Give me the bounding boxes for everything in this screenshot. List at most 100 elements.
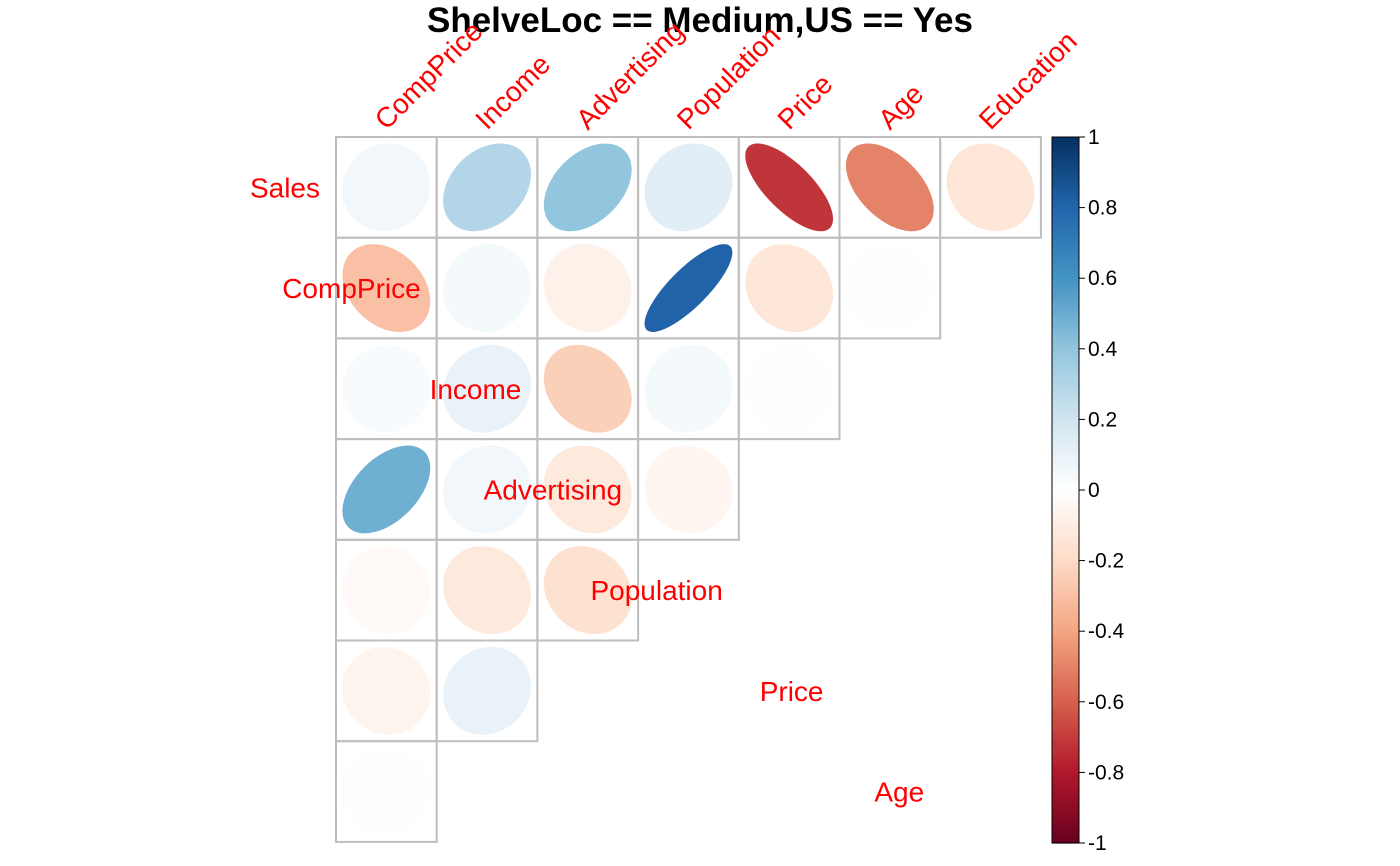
column-label: Income bbox=[469, 48, 556, 135]
colorbar-segment bbox=[1052, 691, 1079, 696]
colorbar-segment bbox=[1052, 352, 1079, 357]
colorbar-segment bbox=[1052, 433, 1079, 438]
colorbar-segment bbox=[1052, 768, 1079, 773]
colorbar-segment bbox=[1052, 631, 1079, 636]
colorbar-segment bbox=[1052, 348, 1079, 353]
colorbar-segment bbox=[1052, 814, 1079, 819]
grid-cell bbox=[435, 639, 539, 743]
correlation-ellipse bbox=[342, 244, 431, 332]
colorbar-segment bbox=[1052, 588, 1079, 593]
colorbar-segment bbox=[1052, 571, 1079, 576]
row-label: Income bbox=[430, 374, 522, 405]
colorbar-segment bbox=[1052, 744, 1079, 749]
colorbar-segment bbox=[1052, 454, 1079, 459]
colorbar-segment bbox=[1052, 221, 1079, 226]
colorbar-segment bbox=[1052, 355, 1079, 360]
colorbar-segment bbox=[1052, 564, 1079, 569]
colorbar-segment bbox=[1052, 733, 1079, 738]
correlation-ellipse bbox=[342, 646, 431, 735]
colorbar-segment bbox=[1052, 211, 1079, 216]
colorbar-segment bbox=[1052, 331, 1079, 336]
colorbar-segment bbox=[1052, 567, 1079, 572]
colorbar-tick-label: 0.2 bbox=[1088, 408, 1117, 431]
colorbar-segment bbox=[1052, 461, 1079, 466]
colorbar-segment bbox=[1052, 518, 1079, 523]
colorbar-segment bbox=[1052, 147, 1079, 152]
colorbar-segment bbox=[1052, 415, 1079, 420]
colorbar-segment bbox=[1052, 578, 1079, 583]
colorbar-segment bbox=[1052, 366, 1079, 371]
colorbar-segment bbox=[1052, 426, 1079, 431]
colorbar-segment bbox=[1052, 458, 1079, 463]
correlation-ellipse bbox=[342, 344, 431, 433]
colorbar-segment bbox=[1052, 235, 1079, 240]
colorbar-segment bbox=[1052, 825, 1079, 830]
colorbar-segment bbox=[1052, 648, 1079, 653]
colorbar-segment bbox=[1052, 775, 1079, 781]
colorbar-segment bbox=[1052, 299, 1079, 304]
colorbar-segment bbox=[1052, 511, 1079, 516]
colorbar-segment bbox=[1052, 172, 1079, 177]
colorbar-segment bbox=[1052, 751, 1079, 756]
colorbar-segment bbox=[1052, 151, 1079, 156]
colorbar-segment bbox=[1052, 557, 1079, 562]
colorbar-segment bbox=[1052, 479, 1079, 484]
colorbar-segment bbox=[1052, 811, 1079, 816]
colorbar-segment bbox=[1052, 670, 1079, 675]
colorbar-segment bbox=[1052, 362, 1079, 368]
row-label: Age bbox=[874, 777, 924, 808]
colorbar-segment bbox=[1052, 786, 1079, 791]
colorbar-segment bbox=[1052, 818, 1079, 823]
colorbar-segment bbox=[1052, 391, 1079, 396]
colorbar-segment bbox=[1052, 267, 1079, 272]
colorbar-segment bbox=[1052, 465, 1079, 470]
colorbar-segment bbox=[1052, 539, 1079, 544]
colorbar-segment bbox=[1052, 165, 1079, 170]
colorbar-segment bbox=[1052, 712, 1079, 717]
colorbar-segment bbox=[1052, 490, 1079, 495]
colorbar-segment bbox=[1052, 754, 1079, 759]
colorbar-segment bbox=[1052, 835, 1079, 841]
colorbar-segment bbox=[1052, 472, 1079, 477]
colorbar-segment bbox=[1052, 585, 1079, 590]
colorbar-segment bbox=[1052, 528, 1079, 533]
colorbar-segment bbox=[1052, 281, 1079, 286]
colorbar-segment bbox=[1052, 680, 1079, 685]
correlation-ellipse bbox=[543, 244, 632, 332]
colorbar-segment bbox=[1052, 821, 1079, 826]
colorbar-segment bbox=[1052, 412, 1079, 417]
colorbar-segment bbox=[1052, 168, 1079, 173]
colorbar-segment bbox=[1052, 553, 1079, 558]
colorbar-segment bbox=[1052, 804, 1079, 809]
grid-cell bbox=[335, 740, 438, 843]
colorbar-segment bbox=[1052, 574, 1079, 579]
column-label: Education bbox=[973, 25, 1083, 135]
row-label: Population bbox=[590, 575, 722, 606]
correlation-ellipse bbox=[443, 244, 531, 332]
colorbar-segment bbox=[1052, 730, 1079, 735]
correlation-ellipse bbox=[342, 143, 431, 232]
colorbar-segment bbox=[1052, 264, 1079, 269]
colorbar-segment bbox=[1052, 246, 1079, 251]
colorbar-segment bbox=[1052, 398, 1079, 403]
colorbar-tick-label: 0 bbox=[1088, 479, 1100, 502]
correlation-ellipse bbox=[342, 445, 431, 534]
row-label: Advertising bbox=[484, 474, 623, 505]
colorbar-segment bbox=[1052, 306, 1079, 311]
colorbar-segment bbox=[1052, 232, 1079, 237]
colorbar-segment bbox=[1052, 451, 1079, 456]
correlation-ellipse bbox=[745, 244, 834, 332]
colorbar-segment bbox=[1052, 422, 1079, 428]
grid-cell bbox=[939, 136, 1042, 239]
colorbar-segment bbox=[1052, 144, 1079, 149]
colorbar-segment bbox=[1052, 765, 1079, 770]
colorbar-segment bbox=[1052, 800, 1079, 805]
colorbar-segment bbox=[1052, 380, 1079, 385]
colorbar-segment bbox=[1052, 317, 1079, 322]
colorbar-segment bbox=[1052, 521, 1079, 526]
colorbar-segment bbox=[1052, 627, 1079, 632]
colorbar-segment bbox=[1052, 288, 1079, 293]
colorbar-segment bbox=[1052, 550, 1079, 555]
colorbar-segment bbox=[1052, 694, 1079, 699]
colorbar-segment bbox=[1052, 839, 1079, 844]
